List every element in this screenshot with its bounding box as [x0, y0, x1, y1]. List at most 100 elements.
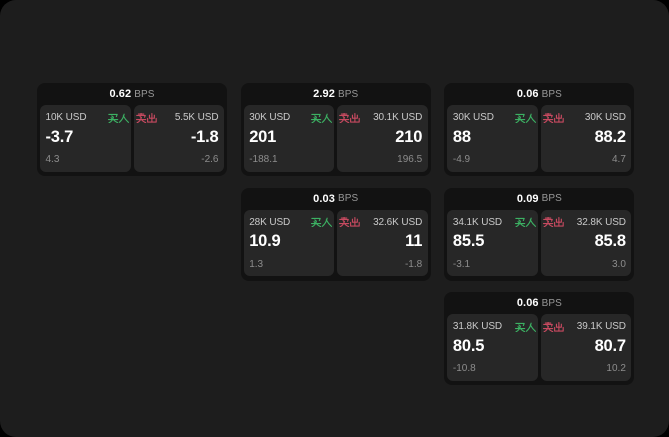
buy-amount: 31.8K USD — [452, 321, 503, 333]
buy-meta-row: 30K USD 买入 — [249, 111, 333, 124]
buy-tag: 买入 — [311, 113, 333, 123]
card-header: 0.06 BPS — [444, 83, 634, 105]
quote-sides: 28K USD 买入 10.9 1.3 卖出 32.6K USD — [241, 209, 431, 281]
card-header: 0.62 BPS — [37, 83, 227, 105]
sell-label-icon — [339, 217, 360, 228]
quote-card: 0.09 BPS 34.1K USD 买入 85.5 -3.1 — [444, 187, 635, 281]
sell-delta: 10.2 — [606, 363, 626, 375]
sell-amount: 32.8K USD — [576, 216, 626, 228]
sell-label-icon — [135, 112, 157, 123]
sell-tag: 卖出 — [339, 217, 360, 228]
sell-meta-row: 卖出 32.8K USD — [542, 216, 626, 229]
buy-delta: -4.9 — [452, 154, 471, 166]
buy-price: 85.5 — [452, 232, 485, 251]
sell-quote-tile[interactable]: 卖出 32.6K USD 11 -1.8 — [337, 209, 428, 277]
sell-amount: 30K USD — [584, 112, 626, 124]
buy-label-icon — [311, 217, 333, 228]
quote-sides: 10K USD 买入 -3.7 4.3 卖出 5.5K USD — [37, 105, 227, 176]
sell-meta-row: 卖出 30K USD — [542, 111, 626, 124]
sell-price: 210 — [395, 127, 423, 146]
sell-meta-row: 卖出 30.1K USD — [339, 111, 423, 124]
bps-value: 0.06 — [516, 88, 539, 101]
sell-delta: -2.6 — [201, 154, 219, 166]
bps-unit: BPS — [337, 88, 359, 100]
buy-price: 80.5 — [452, 336, 485, 355]
buy-label-icon — [311, 113, 333, 123]
sell-tag: 卖出 — [542, 217, 564, 228]
card-header: 0.06 BPS — [444, 292, 634, 314]
buy-quote-tile[interactable]: 31.8K USD 买入 80.5 -10.8 — [447, 314, 538, 381]
buy-meta-row: 34.1K USD 买入 — [452, 216, 536, 229]
card-header: 0.03 BPS — [241, 188, 431, 210]
bps-value: 0.09 — [516, 192, 539, 205]
quote-sides: 34.1K USD 买入 85.5 -3.1 卖出 32.8K USD — [444, 209, 634, 281]
quote-card: 0.62 BPS 10K USD 买入 -3.7 4.3 — [37, 83, 227, 177]
buy-quote-tile[interactable]: 28K USD 买入 10.9 1.3 — [243, 209, 335, 277]
buy-quote-tile[interactable]: 34.1K USD 买入 85.5 -3.1 — [447, 209, 538, 277]
sell-amount: 39.1K USD — [576, 321, 626, 333]
quote-card: 2.92 BPS 30K USD 买入 201 -188.1 — [240, 83, 431, 177]
buy-tag: 买入 — [514, 217, 536, 228]
sell-quote-tile[interactable]: 卖出 5.5K USD -1.8 -2.6 — [133, 105, 224, 172]
sell-meta-row: 卖出 39.1K USD — [542, 320, 626, 333]
buy-price: 88 — [452, 127, 471, 146]
buy-delta: 4.3 — [45, 154, 60, 166]
sell-label-icon — [339, 112, 360, 123]
buy-amount: 30K USD — [249, 112, 291, 124]
bps-value: 0.62 — [109, 88, 132, 101]
buy-tag: 买入 — [311, 217, 333, 228]
bps-value: 0.03 — [313, 192, 335, 205]
sell-tag: 卖出 — [542, 321, 564, 332]
buy-delta: 1.3 — [249, 258, 264, 270]
buy-amount: 34.1K USD — [452, 216, 503, 228]
buy-quote-tile[interactable]: 10K USD 买入 -3.7 4.3 — [40, 105, 131, 172]
bps-unit: BPS — [337, 193, 359, 205]
sell-amount: 32.6K USD — [373, 216, 423, 228]
buy-delta: -10.8 — [452, 363, 476, 375]
buy-meta-row: 28K USD 买入 — [249, 216, 333, 229]
bps-unit: BPS — [541, 297, 562, 309]
sell-label-icon — [542, 217, 564, 228]
bps-unit: BPS — [541, 88, 562, 100]
bps-value: 0.06 — [516, 297, 539, 310]
buy-amount: 10K USD — [45, 112, 87, 124]
buy-price: 201 — [249, 127, 277, 146]
quote-card: 0.06 BPS 30K USD 买入 88 -4.9 — [444, 83, 635, 177]
sell-delta: 3.0 — [611, 258, 626, 270]
quote-card: 0.06 BPS 31.8K USD 买入 80.5 -10.8 — [444, 292, 635, 386]
sell-quote-tile[interactable]: 卖出 30.1K USD 210 196.5 — [337, 105, 428, 172]
sell-delta: 4.7 — [611, 154, 626, 166]
sell-tag: 卖出 — [339, 112, 360, 123]
quote-sides: 31.8K USD 买入 80.5 -10.8 卖出 39.1K USD — [444, 314, 634, 385]
sell-label-icon — [542, 321, 564, 332]
card-header: 0.09 BPS — [444, 188, 634, 210]
quote-sides: 30K USD 买入 201 -188.1 卖出 30.1K USD — [241, 105, 431, 176]
sell-delta: 196.5 — [397, 154, 423, 166]
buy-quote-tile[interactable]: 30K USD 买入 201 -188.1 — [243, 105, 335, 172]
buy-amount: 30K USD — [452, 112, 494, 124]
buy-label-icon — [514, 113, 536, 123]
sell-amount: 30.1K USD — [373, 112, 423, 124]
buy-delta: -188.1 — [249, 154, 278, 166]
sell-delta: -1.8 — [404, 258, 423, 270]
sell-price: -1.8 — [190, 127, 219, 146]
sell-meta-row: 卖出 5.5K USD — [135, 111, 219, 124]
buy-quote-tile[interactable]: 30K USD 买入 88 -4.9 — [447, 105, 538, 172]
buy-delta: -3.1 — [452, 258, 471, 270]
sell-quote-tile[interactable]: 卖出 39.1K USD 80.7 10.2 — [540, 314, 632, 381]
sell-tag: 卖出 — [135, 112, 157, 123]
sell-price: 88.2 — [594, 127, 627, 146]
buy-tag: 买入 — [514, 322, 536, 332]
sell-quote-tile[interactable]: 卖出 32.8K USD 85.8 3.0 — [540, 209, 632, 277]
buy-meta-row: 31.8K USD 买入 — [452, 320, 536, 333]
buy-tag: 买入 — [514, 113, 536, 123]
sell-meta-row: 卖出 32.6K USD — [339, 216, 423, 229]
sell-quote-tile[interactable]: 卖出 30K USD 88.2 4.7 — [540, 105, 632, 172]
buy-label-icon — [514, 322, 536, 332]
quote-sides: 30K USD 买入 88 -4.9 卖出 30K USD 8 — [444, 105, 634, 176]
buy-tag: 买入 — [107, 113, 129, 123]
buy-label-icon — [107, 113, 129, 123]
buy-meta-row: 10K USD 买入 — [45, 111, 129, 124]
buy-price: -3.7 — [45, 127, 74, 146]
